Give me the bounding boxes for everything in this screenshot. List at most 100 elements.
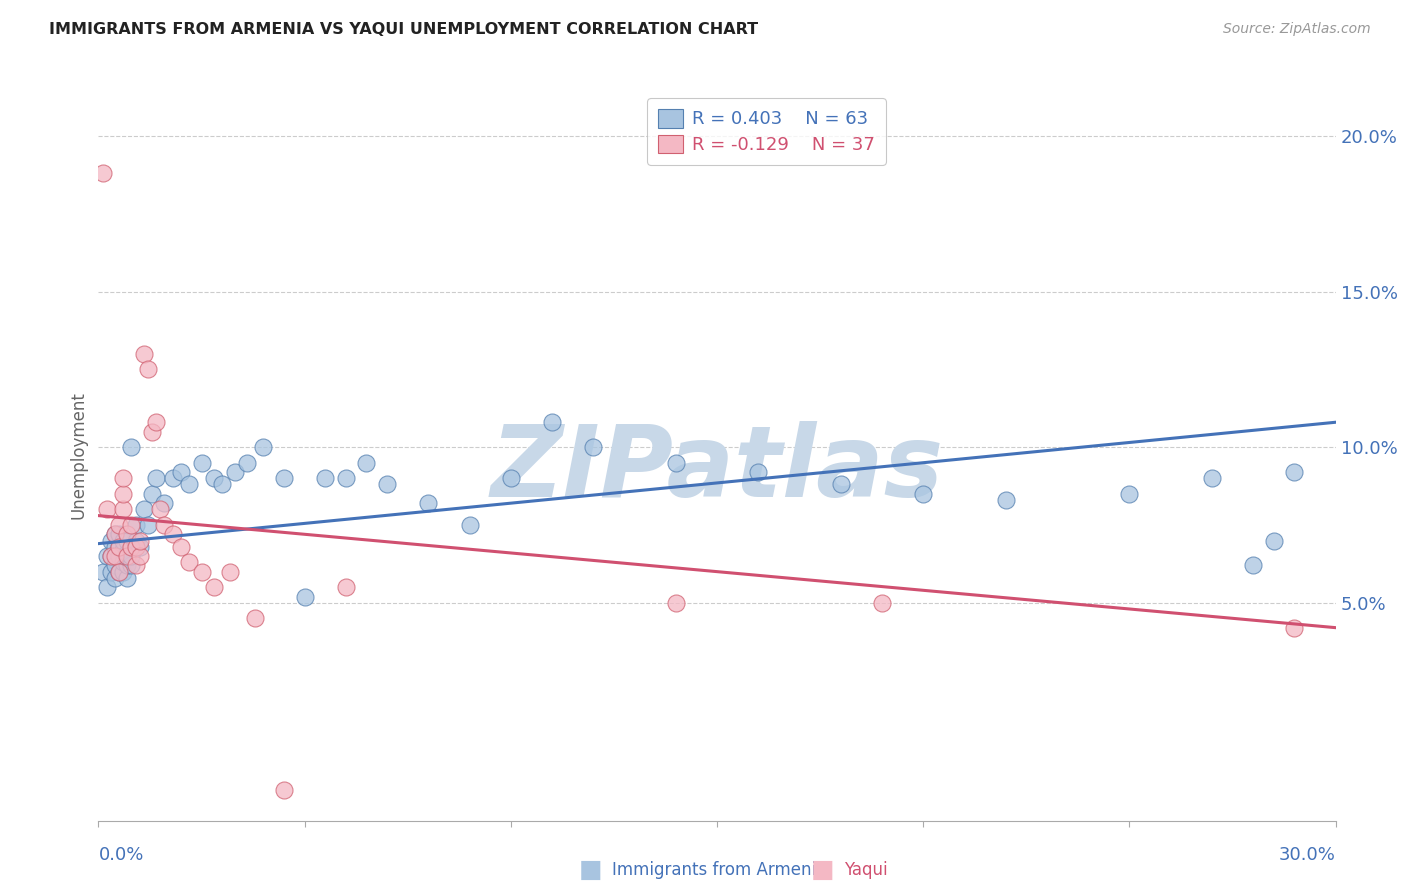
Point xyxy=(541,415,564,429)
Point xyxy=(335,471,357,485)
Point xyxy=(190,565,212,579)
Point xyxy=(120,540,142,554)
Point xyxy=(1241,558,1264,573)
Point xyxy=(236,456,259,470)
Point xyxy=(375,477,398,491)
Point xyxy=(211,477,233,491)
Point xyxy=(100,549,122,563)
Point xyxy=(273,471,295,485)
Point xyxy=(141,487,163,501)
Point xyxy=(112,565,135,579)
Point xyxy=(1201,471,1223,485)
Point xyxy=(108,540,131,554)
Point xyxy=(132,502,155,516)
Text: ■: ■ xyxy=(579,858,602,881)
Point xyxy=(170,465,193,479)
Point xyxy=(1284,465,1306,479)
Point xyxy=(252,440,274,454)
Point xyxy=(108,540,131,554)
Point xyxy=(104,558,127,573)
Point xyxy=(100,533,122,548)
Point xyxy=(219,565,242,579)
Point xyxy=(243,611,266,625)
Point xyxy=(108,565,131,579)
Point xyxy=(1263,533,1285,548)
Point xyxy=(170,540,193,554)
Text: 0.0%: 0.0% xyxy=(98,846,143,863)
Point xyxy=(870,596,893,610)
Point xyxy=(153,496,176,510)
Point xyxy=(162,527,184,541)
Point xyxy=(912,487,935,501)
Point xyxy=(100,565,122,579)
Point xyxy=(104,527,127,541)
Point xyxy=(335,580,357,594)
Point xyxy=(162,471,184,485)
Point xyxy=(96,549,118,563)
Point xyxy=(418,496,440,510)
Point xyxy=(190,456,212,470)
Point xyxy=(202,471,225,485)
Point xyxy=(120,518,142,533)
Point xyxy=(108,518,131,533)
Point xyxy=(96,580,118,594)
Point xyxy=(582,440,605,454)
Point xyxy=(112,471,135,485)
Point xyxy=(994,493,1017,508)
Point xyxy=(117,571,139,585)
Text: Immigrants from Armenia: Immigrants from Armenia xyxy=(612,861,825,879)
Point xyxy=(112,542,135,557)
Point xyxy=(108,565,131,579)
Point xyxy=(136,362,159,376)
Point xyxy=(91,166,114,180)
Point xyxy=(128,549,150,563)
Point xyxy=(112,502,135,516)
Point xyxy=(104,527,127,541)
Point xyxy=(112,533,135,548)
Point xyxy=(202,580,225,594)
Point xyxy=(665,456,688,470)
Point xyxy=(499,471,522,485)
Point xyxy=(136,518,159,533)
Point xyxy=(830,477,852,491)
Text: ■: ■ xyxy=(811,858,834,881)
Point xyxy=(747,465,769,479)
Point xyxy=(120,440,142,454)
Point xyxy=(149,502,172,516)
Point xyxy=(112,555,135,569)
Point xyxy=(124,533,146,548)
Point xyxy=(665,596,688,610)
Point xyxy=(104,540,127,554)
Text: IMMIGRANTS FROM ARMENIA VS YAQUI UNEMPLOYMENT CORRELATION CHART: IMMIGRANTS FROM ARMENIA VS YAQUI UNEMPLO… xyxy=(49,22,758,37)
Point xyxy=(179,477,201,491)
Point xyxy=(117,527,139,541)
Point xyxy=(124,518,146,533)
Point xyxy=(458,518,481,533)
Point xyxy=(153,518,176,533)
Point xyxy=(104,571,127,585)
Point xyxy=(100,549,122,563)
Point xyxy=(91,565,114,579)
Point xyxy=(120,549,142,563)
Point xyxy=(120,558,142,573)
Point xyxy=(294,590,316,604)
Point xyxy=(132,347,155,361)
Legend: R = 0.403    N = 63, R = -0.129    N = 37: R = 0.403 N = 63, R = -0.129 N = 37 xyxy=(647,98,886,165)
Point xyxy=(128,533,150,548)
Point xyxy=(1284,621,1306,635)
Point xyxy=(356,456,378,470)
Point xyxy=(128,540,150,554)
Text: Yaqui: Yaqui xyxy=(844,861,887,879)
Y-axis label: Unemployment: Unemployment xyxy=(69,391,87,519)
Text: 30.0%: 30.0% xyxy=(1279,846,1336,863)
Point xyxy=(145,471,167,485)
Point xyxy=(117,533,139,548)
Point xyxy=(145,415,167,429)
Point xyxy=(117,549,139,563)
Point xyxy=(124,558,146,573)
Point xyxy=(141,425,163,439)
Point xyxy=(314,471,336,485)
Point xyxy=(273,782,295,797)
Text: ZIPatlas: ZIPatlas xyxy=(491,421,943,518)
Point xyxy=(104,549,127,563)
